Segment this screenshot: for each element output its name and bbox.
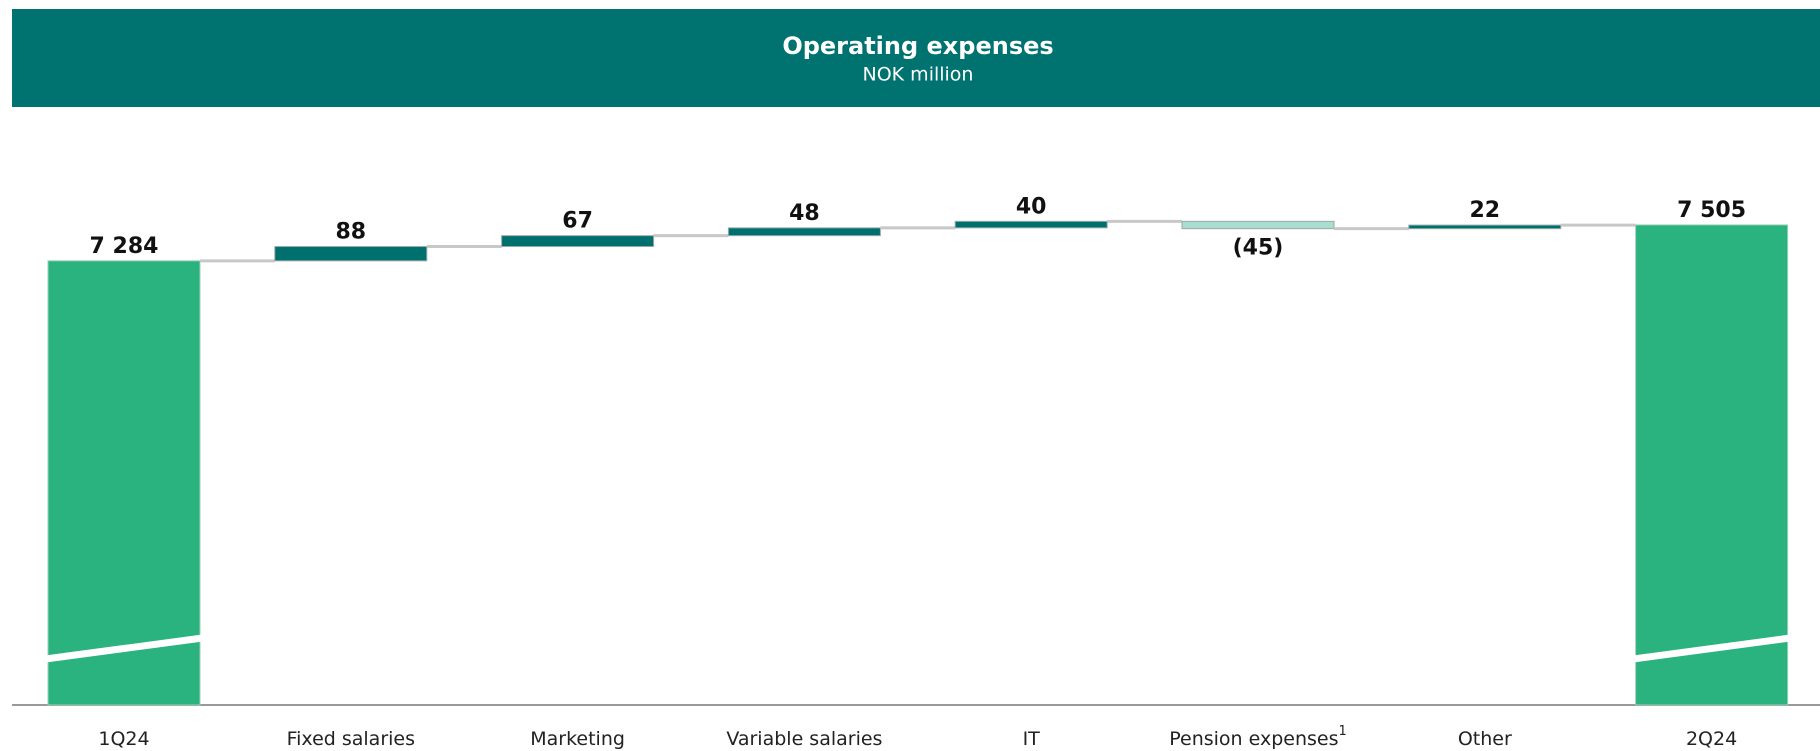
bar <box>954 220 1108 229</box>
bar <box>1635 224 1789 706</box>
category-name: 2Q24 <box>1686 728 1737 750</box>
x-tick-label: 2Q24 <box>1686 728 1737 750</box>
bar <box>274 246 428 262</box>
x-tick-label: Fixed salaries <box>287 728 415 750</box>
value-label: 7 284 <box>90 234 159 259</box>
bar <box>1181 220 1335 230</box>
bar <box>727 227 881 237</box>
chart-title: Operating expenses <box>782 32 1053 60</box>
category-name: Other <box>1458 728 1512 750</box>
x-tick-label: 1Q24 <box>98 728 149 750</box>
header-band <box>12 9 1820 107</box>
category-name: 1Q24 <box>98 728 149 750</box>
chart-subtitle: NOK million <box>863 64 974 86</box>
value-label: (45) <box>1233 236 1284 261</box>
value-label: 67 <box>562 209 593 234</box>
category-name: IT <box>1023 728 1041 750</box>
value-label: 40 <box>1016 194 1047 219</box>
value-label: 7 505 <box>1677 198 1746 223</box>
bar <box>1408 224 1562 230</box>
bar <box>501 235 655 248</box>
axis-break <box>37 633 211 664</box>
value-label: 88 <box>335 220 366 245</box>
x-tick-label: Variable salaries <box>726 728 882 750</box>
category-name: Variable salaries <box>726 728 882 750</box>
axis-break <box>1625 633 1799 664</box>
x-tick-label: Marketing <box>530 728 625 750</box>
value-label: 48 <box>789 201 820 226</box>
category-name: Marketing <box>530 728 625 750</box>
x-tick-label: Pension expenses1 <box>1169 724 1347 750</box>
value-label: 22 <box>1469 198 1500 223</box>
bar <box>47 260 201 706</box>
x-tick-label: Other <box>1458 728 1512 750</box>
category-name: Pension expenses <box>1169 728 1338 750</box>
category-name: Fixed salaries <box>287 728 415 750</box>
x-tick-label: IT <box>1023 728 1041 750</box>
footnote-mark: 1 <box>1339 724 1347 739</box>
